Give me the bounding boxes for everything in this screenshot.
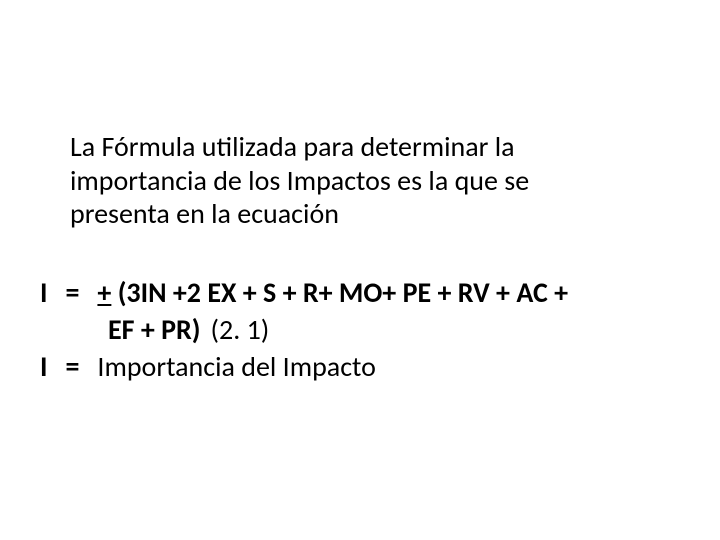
formula-reference: (2. 1) (211, 312, 270, 347)
definition-line: I = Importancia del Impacto (40, 349, 680, 384)
formula-lhs: I (40, 275, 47, 310)
formula-equals: = (65, 275, 79, 310)
definition-equals: = (65, 349, 79, 384)
definition-lhs: I (40, 349, 47, 384)
formula-rhs-part1: (3IN +2 EX + S + R+ MO+ PE + RV + AC + (111, 275, 568, 310)
formula-line-1: I = + (3IN +2 EX + S + R+ MO+ PE + RV + … (40, 275, 680, 310)
formula-line-2: EF + PR) (2. 1) (40, 312, 680, 347)
formula-rhs-part2: EF + PR) (108, 312, 201, 347)
definition-text: Importancia del Impacto (97, 349, 375, 384)
intro-paragraph: La Fórmula utilizada para determinar la … (70, 130, 630, 231)
slide: La Fórmula utilizada para determinar la … (0, 0, 720, 540)
plus-minus-sign: + (97, 275, 111, 310)
formula-expression-line1: + (3IN +2 EX + S + R+ MO+ PE + RV + AC + (97, 275, 568, 310)
formula-block: I = + (3IN +2 EX + S + R+ MO+ PE + RV + … (40, 275, 680, 384)
